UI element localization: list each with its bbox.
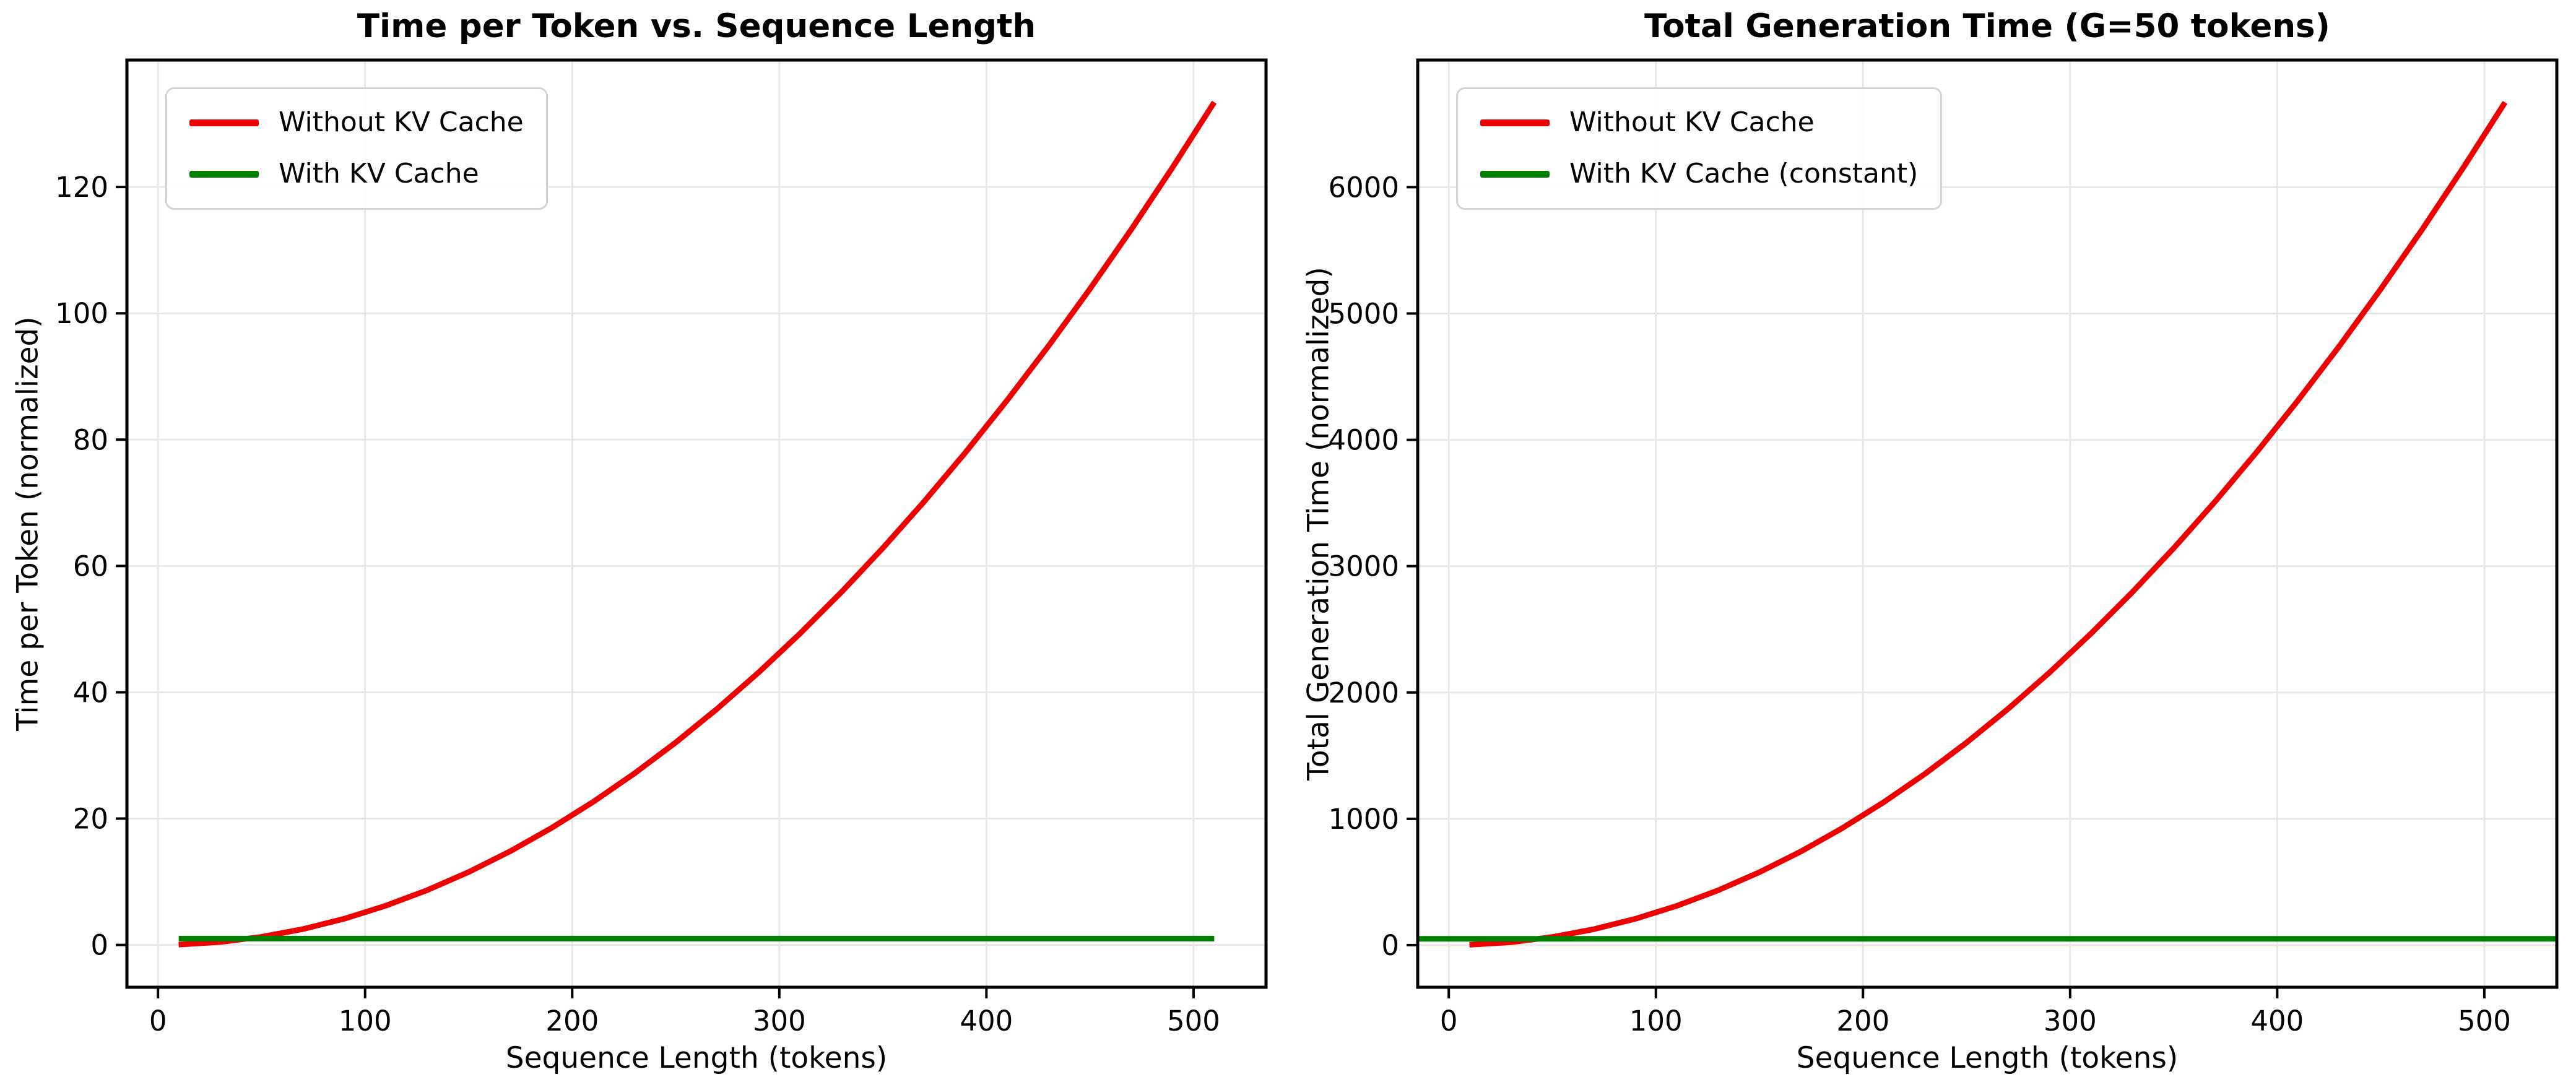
legend-line-swatch [189,170,259,178]
left-plot-xlabel: Sequence Length (tokens) [505,1041,888,1075]
y-tick-label: 3000 [1328,550,1399,583]
y-tick-label: 4000 [1328,424,1399,457]
series-line-without-kv-cache [1469,101,2508,948]
y-tick-label: 5000 [1328,298,1399,331]
y-tick-label: 1000 [1328,803,1399,836]
legend-line-swatch [1480,119,1550,126]
axes-spines [125,58,1268,989]
legend-line-swatch [189,119,259,126]
series-line-without-kv-cache [178,100,1217,948]
legend-line-swatch [1480,170,1550,178]
legend-item-label: Without KV Cache [279,106,524,138]
x-tick-label: 500 [2458,1005,2511,1037]
x-tick-label: 300 [753,1005,806,1037]
y-tick-label: 120 [55,171,108,204]
gridlines [1418,60,2557,987]
legend-item: Without KV Cache [1480,106,1918,139]
y-tick-label: 20 [73,803,108,836]
y-tick-label: 2000 [1328,677,1399,709]
legend-item: With KV Cache (constant) [1480,158,1918,191]
left-plot: 0 100 200 300 400 500 0 20 40 60 80 100 120 [55,58,1268,1037]
x-tick-label: 0 [1440,1005,1458,1037]
y-tick-label: 80 [73,423,108,456]
x-tick-label: 300 [2044,1005,2097,1037]
y-tick-label: 0 [1381,929,1399,962]
right-plot-legend: Without KV Cache With KV Cache (constant) [1456,87,1943,210]
y-tick-label: 6000 [1328,171,1399,204]
x-tick-label: 500 [1167,1005,1220,1037]
gridlines [127,60,1266,987]
axes-spines [1416,58,2559,989]
x-tick-label: 200 [545,1005,599,1037]
x-tick-label: 100 [339,1005,392,1037]
x-tick-label: 400 [960,1005,1013,1037]
right-plot: 0 100 200 300 400 500010002000300040005000600… [1328,58,2559,1037]
legend-item-label: With KV Cache (constant) [1569,157,1919,189]
y-tick-label: 60 [73,550,108,582]
left-plot-title: Time per Token vs. Sequence Length [357,7,1036,45]
right-plot-ylabel: Total Generation Time (normalized) [1301,267,1336,781]
legend-item-label: With KV Cache [279,157,479,189]
right-plot-title: Total Generation Time (G=50 tokens) [1644,7,2330,45]
x-tick-label: 200 [1836,1005,1889,1037]
y-tick-label: 40 [73,676,108,709]
left-plot-legend: Without KV Cache With KV Cache [165,87,548,210]
legend-item-label: Without KV Cache [1569,106,1815,138]
x-tick-label: 100 [1629,1005,1683,1037]
legend-item: Without KV Cache [189,106,524,139]
legend-item: With KV Cache [189,158,524,191]
x-tick-label: 0 [149,1005,167,1037]
right-plot-xlabel: Sequence Length (tokens) [1796,1041,2179,1075]
left-plot-ylabel: Time per Token (normalized) [11,316,45,731]
y-tick-label: 100 [55,297,108,330]
y-tick-label: 0 [90,929,108,962]
x-tick-label: 400 [2250,1005,2304,1037]
